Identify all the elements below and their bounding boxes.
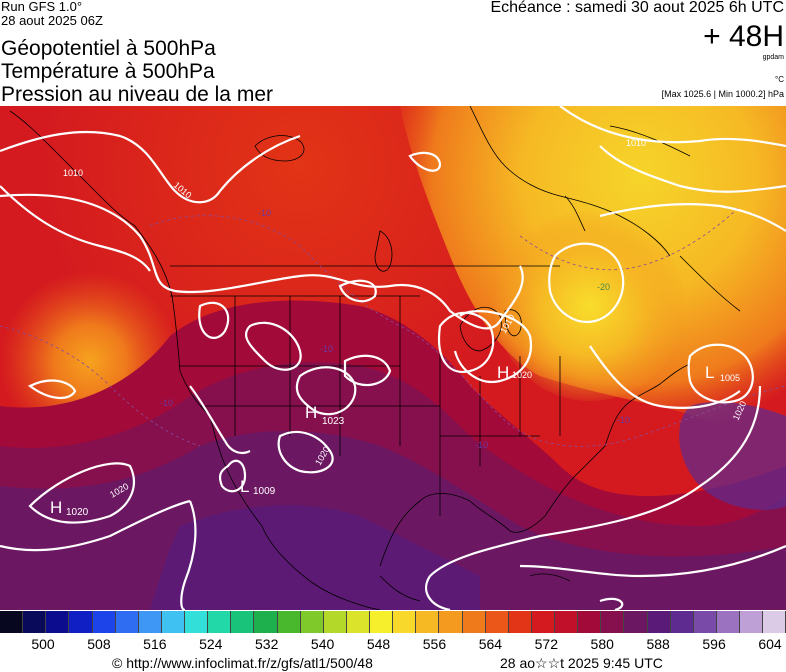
pressure-center-letter: L [240,477,249,496]
pressure-center-value: 1009 [253,486,276,497]
colorbar-swatch [555,611,579,633]
isobar-label: 1010 [626,138,646,148]
temperature-label: -10 [160,398,173,408]
colorbar-swatch [92,611,116,633]
echeance: Echéance : samedi 30 aout 2025 6h UTC [490,0,784,16]
colorbar-swatch [23,611,47,633]
unit-gpdam: gpdam [762,54,784,61]
colorbar-tick-label: 572 [534,636,558,652]
colorbar-swatch [0,611,24,633]
temperature-label: -10 [475,440,488,450]
colorbar-swatch [531,611,555,633]
colorbar-tick-label: 524 [199,636,223,652]
colorbar-tick-label: 508 [87,636,111,652]
temperature-label: -10 [617,415,630,425]
colorbar-swatch [693,611,717,633]
colorbar-swatch [370,611,394,633]
isobar-label: 1005 [720,373,740,383]
isobar-label: 1010 [63,168,83,178]
colorbar-tick-label: 500 [31,636,55,652]
colorbar-legend [0,611,786,633]
colorbar-tick-label: 540 [310,636,335,652]
lead-time: + 48H [703,20,784,53]
colorbar-tick-label: 604 [758,636,782,652]
colorbar-swatch [231,611,255,633]
colorbar-tick-label: 556 [422,636,447,652]
colorbar-swatch [508,611,532,633]
isobar-label: 1020 [512,370,532,380]
colorbar-swatch [300,611,324,633]
pressure-center-letter: H [305,403,317,422]
colorbar-swatch [346,611,370,633]
colorbar-swatch [138,611,162,633]
title-line-geopotential: Géopotentiel à 500hPa [1,37,216,60]
pressure-center-letter: H [497,363,509,382]
colorbar-swatch [462,611,486,633]
colorbar-swatch [208,611,232,633]
title-line-pressure: Pression au niveau de la mer [1,83,273,106]
temperature-label: -10 [320,344,333,354]
temperature-label: -20 [597,282,610,292]
unit-temp: °C [775,75,784,84]
pressure-center-value: 1023 [322,416,345,427]
run-label: Run GFS 1.0° [1,0,83,14]
colorbar-swatch [485,611,509,633]
colorbar-swatch [740,611,764,633]
footer-copyright[interactable]: © http://www.infoclimat.fr/z/gfs/atl1/50… [112,655,373,671]
colorbar-tick-label: 588 [646,636,670,652]
colorbar-swatch [393,611,417,633]
colorbar-swatch [716,611,740,633]
colorbar-tick-label: 596 [702,636,726,652]
colorbar-tick-label: 548 [366,636,391,652]
title-line-temperature: Température à 500hPa [1,60,215,83]
pressure-center-letter: L [705,363,714,382]
colorbar-swatch [416,611,440,633]
colorbar-swatch [115,611,139,633]
colorbar-swatch [161,611,185,633]
colorbar-swatch [46,611,70,633]
footer-generated: 28 ao☆☆t 2025 9:45 UTC [500,655,663,671]
colorbar-swatch [601,611,625,633]
temperature-label: -10 [258,208,271,218]
pressure-center-value: 1020 [66,507,89,518]
pressure-range: [Max 1025.6 | Min 1000.2] hPa [661,89,784,99]
weather-map: 1010 1010 1010 1020 1020 1005 1020 1020 … [0,106,786,610]
colorbar-swatch [439,611,463,633]
colorbar-swatch [277,611,301,633]
colorbar-swatch [763,611,786,633]
colorbar-swatch [578,611,602,633]
colorbar-swatch [670,611,694,633]
colorbar-swatch [624,611,648,633]
run-date: 28 aout 2025 06Z [1,13,103,28]
colorbar-tick-label: 580 [590,636,614,652]
colorbar-swatch [69,611,93,633]
pressure-center-letter: H [50,498,62,517]
colorbar-tick-label: 564 [478,636,503,652]
colorbar-swatch [254,611,278,633]
colorbar-tick-label: 532 [255,636,279,652]
colorbar-swatch [323,611,347,633]
colorbar-swatch [185,611,209,633]
colorbar-tick-label: 516 [143,636,167,652]
colorbar-swatch [647,611,671,633]
